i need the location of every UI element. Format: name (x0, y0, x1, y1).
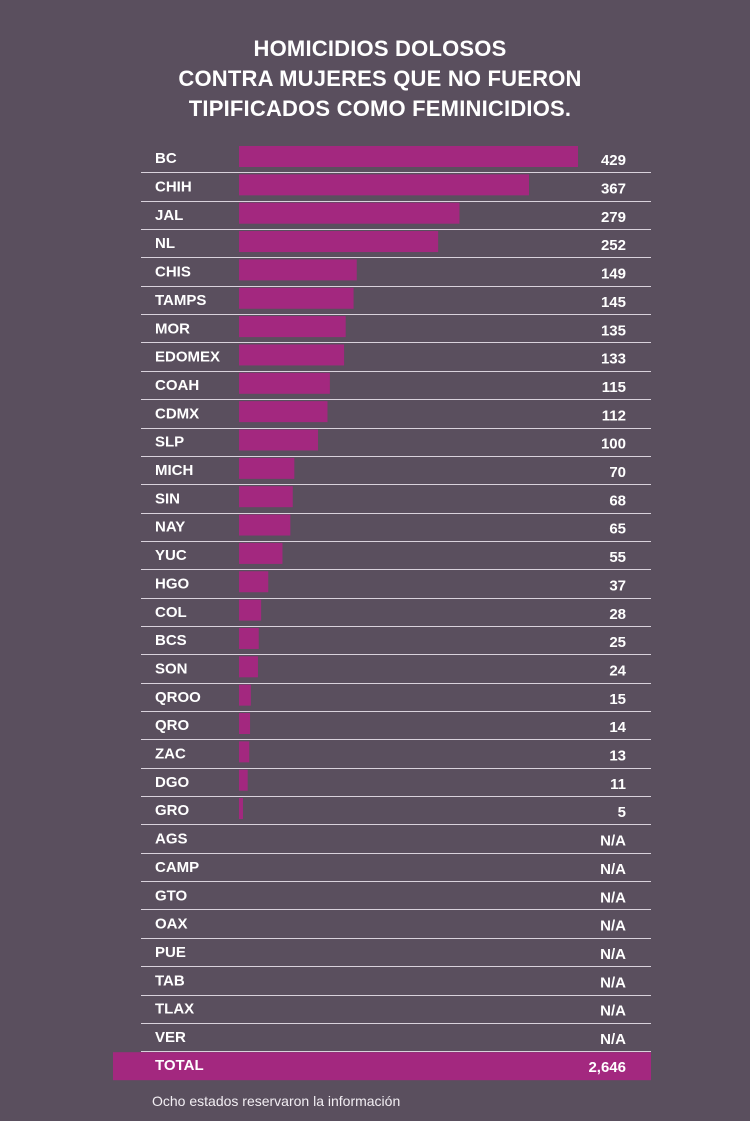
bar-cdmx (239, 401, 328, 423)
bar-hgo (239, 571, 269, 593)
bar-zac (239, 741, 250, 763)
bar-sin (239, 486, 293, 508)
value-label: N/A (600, 918, 626, 935)
title-line-2: CONTRA MUJERES QUE NO FUERON (178, 66, 582, 91)
category-label: ZAC (155, 746, 186, 763)
value-label: 5 (618, 804, 626, 821)
bar-mor (239, 316, 346, 338)
bar-chih (239, 174, 530, 196)
bar-slp (239, 429, 319, 451)
value-label: 70 (609, 464, 626, 481)
category-label: COL (155, 604, 187, 621)
category-label: SIN (155, 490, 180, 507)
value-label: N/A (600, 889, 626, 906)
category-label: HGO (155, 575, 190, 592)
bar-jal (239, 202, 460, 224)
category-label: VER (155, 1029, 186, 1046)
bar-dgo (239, 769, 248, 791)
category-label: CHIS (155, 264, 191, 281)
category-label: PUE (155, 944, 186, 961)
category-label: GTO (155, 887, 188, 904)
value-label: 11 (610, 776, 626, 793)
category-label: QRO (155, 717, 190, 734)
value-label: 100 (601, 436, 626, 453)
bar-bcs (239, 627, 259, 649)
value-label: N/A (600, 974, 626, 991)
value-label: 112 (602, 407, 626, 424)
footnote: Ocho estados reservaron la información (152, 1093, 401, 1109)
bar-gro (239, 798, 243, 820)
category-label: GRO (155, 802, 190, 819)
value-label: N/A (600, 861, 626, 878)
value-label: 145 (601, 294, 626, 311)
bar-mich (239, 457, 295, 479)
bar-qro (239, 713, 251, 734)
category-label: JAL (155, 207, 183, 224)
category-label: BCS (155, 632, 187, 649)
value-label: 13 (609, 748, 626, 765)
value-label: 25 (609, 634, 626, 651)
category-label: SON (155, 660, 188, 677)
category-label: TAB (155, 972, 185, 989)
value-label: 15 (609, 691, 626, 708)
value-label: 367 (601, 181, 626, 198)
title-line-3: TIPIFICADOS COMO FEMINICIDIOS. (188, 96, 572, 121)
bar-qroo (239, 684, 251, 706)
category-label: DGO (155, 774, 190, 791)
category-label: CAMP (155, 859, 199, 876)
title-line-1: HOMICIDIOS DOLOSOS (253, 36, 507, 61)
category-label: AGS (155, 831, 188, 848)
value-label: 24 (609, 662, 626, 679)
category-label: SLP (155, 434, 184, 451)
bar-edomex (239, 344, 345, 366)
value-label: N/A (600, 1031, 626, 1048)
value-label: 115 (602, 379, 626, 396)
total-label: TOTAL (155, 1057, 204, 1074)
value-label: N/A (600, 833, 626, 850)
value-label: 28 (609, 606, 626, 623)
value-label: 65 (609, 521, 626, 538)
value-label: N/A (600, 1003, 626, 1020)
category-label: BC (155, 150, 177, 167)
category-label: CHIH (155, 179, 192, 196)
chart-title: HOMICIDIOS DOLOSOS CONTRA MUJERES QUE NO… (0, 34, 750, 124)
bar-nay (239, 514, 291, 536)
value-label: 55 (609, 549, 626, 566)
category-label: NAY (155, 519, 185, 536)
value-label: 149 (601, 266, 626, 283)
category-label: MICH (155, 462, 193, 479)
value-label: 133 (601, 351, 626, 368)
category-label: NL (155, 235, 175, 252)
bar-chis (239, 259, 357, 281)
value-label: 135 (601, 322, 626, 339)
value-label: 429 (601, 152, 626, 169)
value-label: 252 (601, 237, 626, 254)
category-label: TLAX (155, 1001, 194, 1018)
category-label: OAX (155, 916, 188, 933)
bar-nl (239, 231, 439, 253)
category-label: EDOMEX (155, 349, 220, 366)
category-label: MOR (155, 320, 190, 337)
category-label: YUC (155, 547, 187, 564)
bar-tamps (239, 287, 354, 309)
bar-son (239, 656, 258, 678)
bar-coah (239, 372, 330, 394)
bar-bc (239, 146, 578, 167)
value-label: 37 (609, 577, 626, 594)
category-label: COAH (155, 377, 199, 394)
category-label: CDMX (155, 405, 199, 422)
total-bar (113, 1052, 651, 1081)
value-label: 68 (609, 492, 626, 509)
value-label: 14 (609, 719, 626, 736)
category-label: TAMPS (155, 292, 206, 309)
category-label: QROO (155, 689, 201, 706)
bar-yuc (239, 542, 283, 564)
value-label: N/A (600, 946, 626, 963)
bar-col (239, 599, 262, 621)
total-value: 2,646 (588, 1059, 626, 1076)
value-label: 279 (601, 209, 626, 226)
